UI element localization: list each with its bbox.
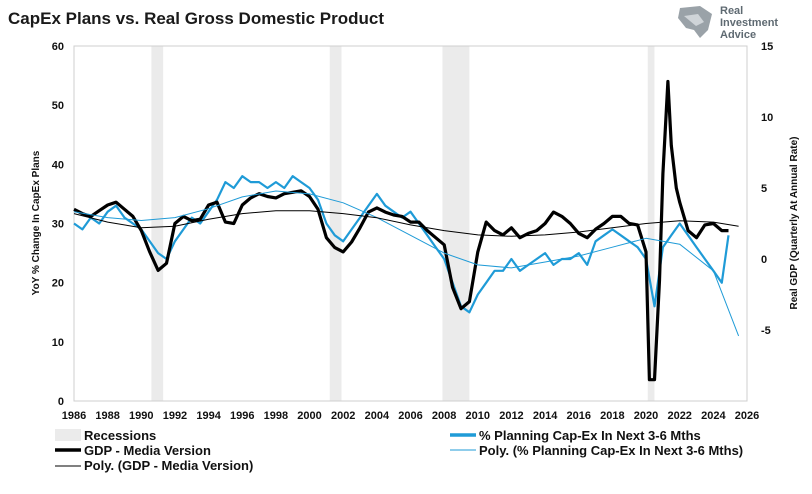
recession-band-0	[151, 46, 164, 401]
y-right-tick-label-4: 15	[761, 41, 773, 53]
x-tick-label-10: 2006	[398, 410, 422, 422]
legend-swatch-recessions	[55, 429, 81, 441]
y-left-tick-label-0: 0	[58, 396, 64, 408]
y-left-tick-label-3: 30	[52, 219, 64, 231]
x-tick-label-2: 1990	[129, 410, 153, 422]
x-tick-label-8: 2002	[331, 410, 355, 422]
x-tick-label-16: 2018	[600, 410, 624, 422]
legend-label-poly-capex: Poly. (% Planning Cap-Ex In Next 3-6 Mth…	[479, 443, 743, 458]
legend-item-recessions: Recessions	[55, 428, 156, 443]
legend-item-gdp: GDP - Media Version	[55, 443, 211, 458]
x-tick-label-17: 2020	[634, 410, 658, 422]
x-tick-label-12: 2010	[466, 410, 490, 422]
logo: Real Investment Advice	[678, 5, 778, 41]
logo-line1: Real	[720, 5, 743, 17]
x-tick-label-7: 2000	[297, 410, 321, 422]
y-axis-left-label: YoY % Change In CapEx Plans	[31, 150, 42, 295]
legend-label-gdp: GDP - Media Version	[84, 443, 211, 458]
x-tick-label-3: 1992	[163, 410, 187, 422]
x-tick-label-4: 1994	[196, 410, 221, 422]
legend-label-poly-gdp: Poly. (GDP - Media Version)	[84, 458, 253, 473]
x-tick-label-14: 2014	[533, 410, 558, 422]
legend-label-capex: % Planning Cap-Ex In Next 3-6 Mths	[479, 428, 701, 443]
chart-title: CapEx Plans vs. Real Gross Domestic Prod…	[8, 9, 384, 28]
y-right-tick-label-3: 10	[761, 112, 773, 124]
y-left-tick-label-2: 20	[52, 278, 64, 290]
series-capex-line	[73, 175, 730, 314]
x-tick-label-0: 1986	[62, 410, 86, 422]
x-tick-label-18: 2022	[667, 410, 691, 422]
x-tick-label-11: 2008	[432, 410, 456, 422]
series-gdp-line	[73, 79, 729, 382]
y-left-tick-label-5: 50	[52, 100, 64, 112]
y-right-tick-label-2: 5	[761, 183, 767, 195]
x-tick-label-9: 2004	[365, 410, 390, 422]
series-layer	[73, 79, 740, 382]
y-left-tick-label-6: 60	[52, 41, 64, 53]
x-tick-label-5: 1996	[230, 410, 254, 422]
logo-line3: Advice	[720, 29, 756, 41]
logo-line2: Investment	[720, 17, 778, 29]
y-right-tick-label-0: -5	[761, 325, 771, 337]
legend: Recessions GDP - Media Version Poly. (GD…	[55, 428, 743, 473]
x-tick-label-15: 2016	[567, 410, 591, 422]
y-left-tick-label-1: 10	[52, 337, 64, 349]
series-poly-gdp-line	[73, 210, 739, 237]
left-axis-ticks: 0 10 20 30 40 50 60	[52, 41, 64, 408]
x-tick-label-13: 2012	[499, 410, 523, 422]
x-axis-ticks: 1986 1988 1990 1992 1994 1996 1998 2000 2002 2004…	[62, 410, 759, 422]
legend-label-recessions: Recessions	[84, 428, 156, 443]
recession-band-1	[329, 46, 342, 401]
x-tick-label-1: 1988	[95, 410, 119, 422]
x-tick-label-20: 2026	[735, 410, 759, 422]
y-right-tick-label-1: 0	[761, 254, 767, 266]
x-tick-label-19: 2024	[701, 410, 726, 422]
legend-item-poly-gdp: Poly. (GDP - Media Version)	[55, 458, 253, 473]
y-left-tick-label-4: 40	[52, 159, 64, 171]
legend-item-poly-capex: Poly. (% Planning Cap-Ex In Next 3-6 Mth…	[450, 443, 743, 458]
recession-band-2	[442, 46, 470, 401]
legend-item-capex: % Planning Cap-Ex In Next 3-6 Mths	[450, 428, 701, 443]
x-tick-label-6: 1998	[264, 410, 288, 422]
y-axis-right-label: Real GDP (Quarterly At Annual Rate)	[789, 137, 800, 310]
bull-icon	[678, 6, 712, 38]
series-poly-capex-line	[73, 190, 740, 337]
right-axis-ticks: -5 0 5 10 15	[761, 41, 773, 337]
